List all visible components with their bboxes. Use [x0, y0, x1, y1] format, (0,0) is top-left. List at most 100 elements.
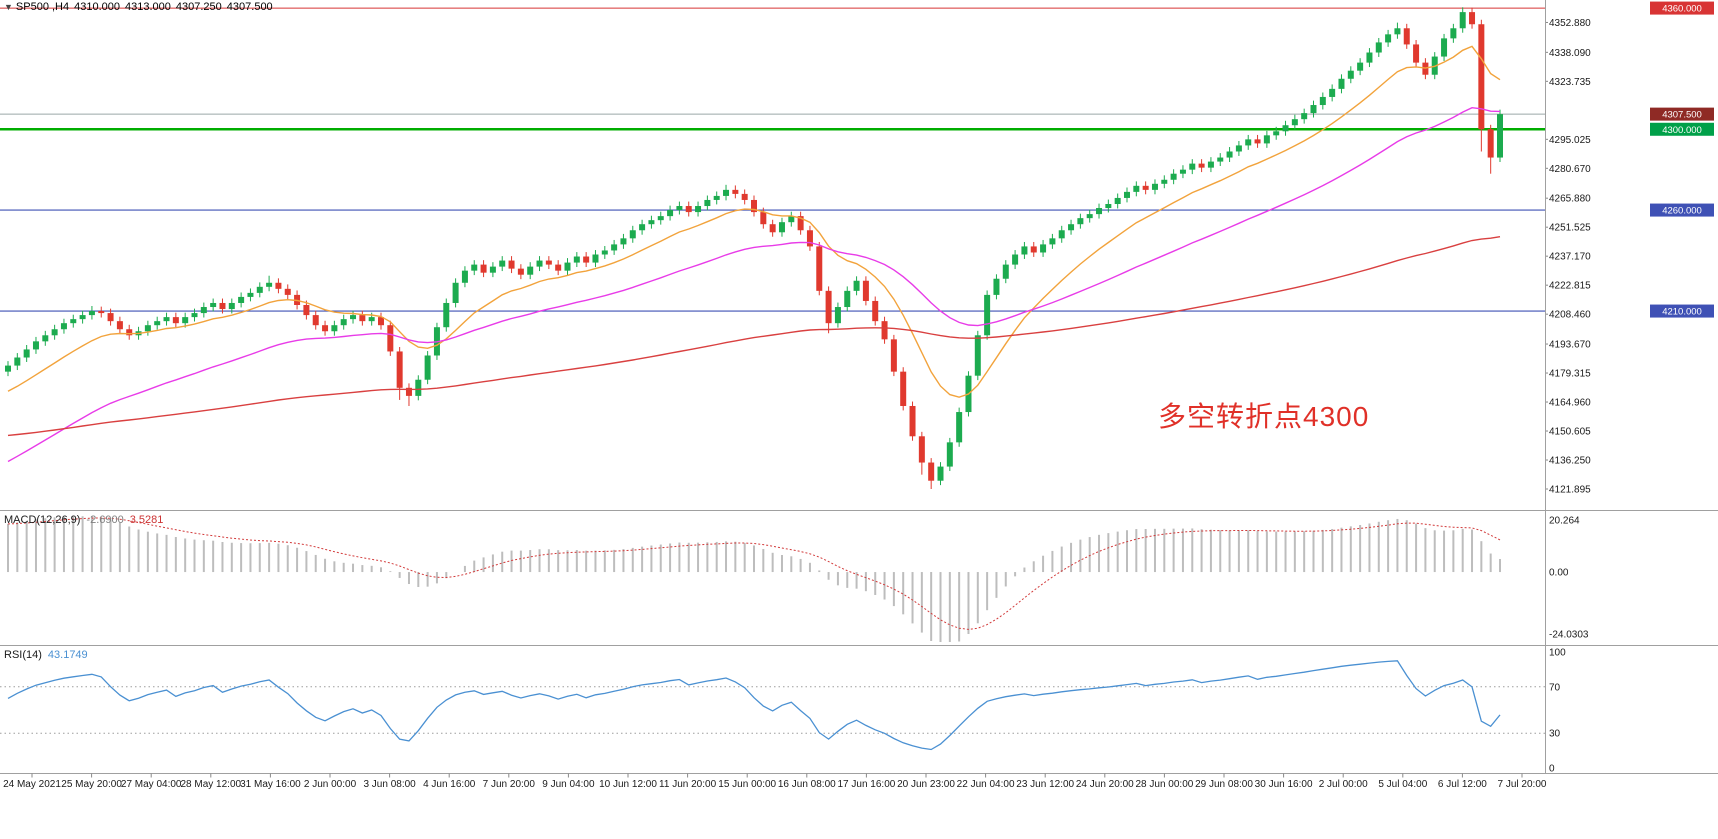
time-tick-label: 6 Jul 12:00 [1438, 779, 1487, 790]
ohlc-open: 4310.000 [74, 1, 121, 13]
candle-body [284, 288, 291, 295]
candle-body [1002, 264, 1009, 279]
time-tick-label: 10 Jun 12:00 [599, 779, 657, 790]
candle-body [1394, 28, 1401, 35]
candle-body [368, 317, 375, 322]
candle-body [1291, 119, 1298, 126]
candle-body [629, 230, 636, 239]
candle-body [620, 238, 627, 245]
candle-body [1207, 161, 1214, 168]
candle-body [1254, 139, 1261, 144]
price-line-badge[interactable] [1650, 203, 1714, 217]
ma-slow-line [7, 236, 1501, 437]
candle-body [834, 307, 841, 324]
price-line-badge[interactable] [1650, 107, 1714, 121]
candle-body [751, 199, 757, 213]
candle-body [639, 224, 646, 231]
macd-value-main: -2.6900 [86, 514, 124, 526]
rsi-label-row: RSI(14) 43.1749 [4, 649, 94, 661]
candle-body [555, 264, 562, 271]
candle-body [461, 270, 468, 283]
candle-body [667, 210, 674, 217]
macd-value-signal: 3.5281 [129, 514, 164, 526]
candle-body [1058, 230, 1065, 239]
rsi-line [7, 660, 1501, 751]
candle-body [452, 282, 459, 303]
candle-body [1105, 204, 1112, 209]
horizontal-price-lines[interactable] [0, 7, 1545, 312]
time-tick-label: 11 Jun 20:00 [659, 779, 717, 790]
macd-panel: 20.264 0.00 -24.0303 [7, 515, 1589, 642]
time-tick-label: 4 Jun 16:00 [423, 779, 476, 790]
candle-body [116, 321, 123, 330]
macd-tick-label: 0.00 [1549, 568, 1569, 579]
price-line-badge[interactable] [1650, 1, 1714, 15]
candle-body [312, 315, 319, 326]
candle-body [1338, 78, 1345, 89]
candle-body [1385, 34, 1392, 43]
price-tick-label: 4338.090 [1549, 48, 1591, 59]
time-tick-label: 23 Jun 12:00 [1016, 779, 1074, 790]
time-tick-label: 30 Jun 16:00 [1255, 779, 1313, 790]
candle-body [1021, 246, 1028, 255]
price-scale[interactable] [1546, 0, 1718, 773]
price-line-badge[interactable] [1650, 304, 1714, 318]
candle-body [1086, 214, 1093, 219]
candle-body [1310, 105, 1317, 114]
price-tick-label: 4295.025 [1549, 135, 1591, 146]
rsi-tick-label: 30 [1549, 729, 1561, 740]
candle-body [98, 311, 105, 314]
candle-body [70, 319, 77, 324]
price-tick-label: 4280.670 [1549, 164, 1591, 175]
chart-title-bar: ▼ SP500 ,H4 4310.000 4313.000 4307.250 4307.5… [4, 1, 278, 13]
candle-body [844, 290, 851, 308]
price-tick-label: 4352.880 [1549, 18, 1591, 29]
price-tick-label: 4179.315 [1549, 369, 1591, 380]
candle-body [88, 311, 95, 316]
candle-body [918, 436, 925, 463]
candle-body [1282, 125, 1289, 132]
panel-separators [0, 0, 1718, 774]
candle-body [1217, 157, 1224, 162]
candle-body [182, 317, 189, 324]
price-tick-label: 4150.605 [1549, 427, 1591, 438]
candle-body [303, 304, 310, 316]
candle-body [732, 189, 739, 194]
candle-body [219, 302, 226, 310]
candle-body [42, 335, 49, 342]
rsi-tick-label: 70 [1549, 682, 1561, 693]
candle-body [769, 224, 776, 233]
price-tick-label: 4222.815 [1549, 281, 1591, 292]
time-scale[interactable] [0, 774, 1718, 798]
time-tick-label: 25 May 20:00 [61, 779, 122, 790]
time-tick-label: 3 Jun 08:00 [363, 779, 416, 790]
macd-label-row: MACD(12,26,9) -2.6900 3.5281 [4, 514, 169, 526]
candle-body [536, 260, 543, 267]
rsi-value: 43.1749 [47, 649, 88, 661]
rsi-panel: 100 70 30 0 [0, 648, 1566, 775]
candle-body [508, 260, 515, 269]
candle-body [1012, 254, 1019, 265]
candle-body [1413, 44, 1420, 63]
time-tick-label: 15 Jun 00:00 [718, 779, 776, 790]
candle-body [1245, 139, 1252, 146]
time-tick-label: 9 Jun 04:00 [542, 779, 595, 790]
candle-body [900, 371, 907, 406]
candle-body [1040, 244, 1047, 253]
candle-body [573, 256, 580, 263]
candle-body [1142, 185, 1149, 190]
candle-body [1403, 28, 1410, 45]
candle-body [974, 335, 981, 376]
candle-body [788, 216, 795, 223]
candle-body [685, 206, 692, 213]
rsi-tick-label: 100 [1549, 648, 1566, 659]
ohlc-low: 4307.250 [175, 1, 222, 13]
price-line-badge[interactable] [1650, 122, 1714, 136]
price-badges[interactable]: 4360.000 4307.500 4300.000 4260.000 4210.000 [1650, 1, 1714, 318]
candle-body [405, 387, 412, 396]
candle-body [1198, 163, 1205, 168]
time-tick-label: 29 Jun 08:00 [1195, 779, 1253, 790]
candle-body [1441, 38, 1448, 57]
